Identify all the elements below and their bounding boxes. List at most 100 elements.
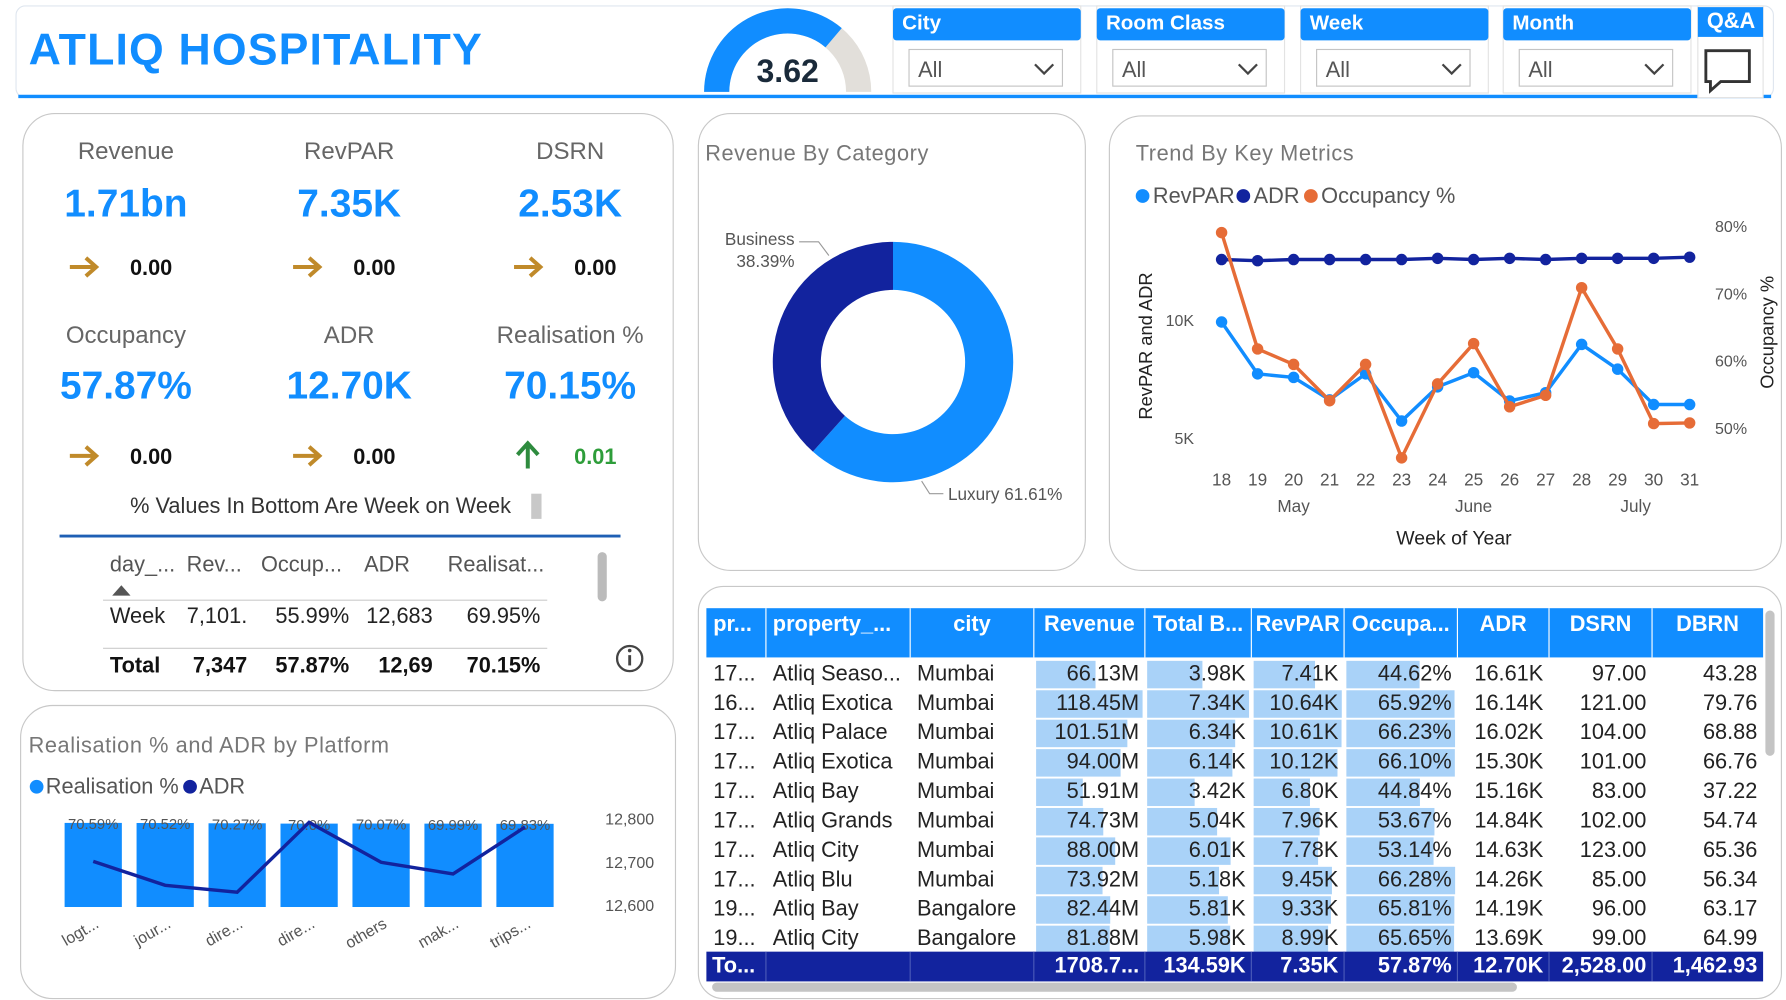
table-cell: Mumbai [917,749,994,774]
series-point [1323,394,1336,407]
filter-value: All [1528,57,1552,82]
table-cell: 43.28 [1703,660,1757,685]
donut-panel [697,113,1086,571]
x-tick-label: 26 [1500,470,1519,490]
x-tick-label: 20 [1284,470,1303,490]
series-point [1215,316,1228,328]
bar-label: 70.27% [212,818,262,834]
data-bar [1147,837,1231,865]
y-tick-label: 10K [1166,312,1195,330]
legend-marker [29,779,44,794]
donut-category: Business [725,229,795,249]
series-point [1467,366,1480,379]
filter-header [893,8,1081,41]
total-cell: 57.87% [1378,952,1452,977]
table-cell: 65.65% [1378,925,1452,950]
x-tick-label: 29 [1608,470,1627,490]
kpi-label: ADR [324,322,375,349]
mini-header: Occup... [261,552,342,577]
arrow-right [293,445,323,467]
leader-line [799,241,830,256]
table-cell: Mumbai [917,866,994,891]
series-point [1503,252,1516,265]
kpi-change: 0.00 [130,255,172,280]
table-cell: 10.61K [1269,719,1338,744]
mini-header: ADR [364,552,410,577]
table-cell: 37.22 [1703,778,1757,803]
table-cell: 6.14K [1189,749,1246,774]
table-cell: 66.23% [1378,719,1452,744]
data-bar [1036,749,1121,777]
series-point [1287,253,1300,266]
legend-label: Realisation % [46,774,179,799]
h-scrollbar [712,982,1517,992]
kpi-panel [22,113,674,692]
data-bar [1346,807,1435,836]
kpi-value: 7.35K [297,183,401,226]
mini-total: 70.15% [467,652,541,677]
data-bar [1147,749,1233,777]
table-cell: 5.18K [1189,866,1246,891]
x-axis-title: Week of Year [1396,528,1512,550]
column-header: Total B... [1153,611,1243,636]
bar [424,823,482,908]
series-point [1431,252,1444,265]
data-bar [1036,778,1083,807]
table-cell: 10.12K [1269,749,1338,774]
x-tick-label: 31 [1680,470,1699,490]
data-bar [1147,778,1195,807]
table-cell: Atliq Bay [773,896,859,921]
series-point [1683,398,1696,411]
table-cell: 66.28% [1378,866,1452,891]
table-cell: 10.64K [1269,690,1338,715]
column-header: Occupa... [1352,611,1450,636]
column-header: Revenue [1044,611,1135,636]
table-cell: 121.00 [1580,690,1647,715]
legend-marker [183,779,197,794]
chart-title: Trend By Key Metrics [1136,141,1355,166]
data-bar [1147,719,1236,748]
filter-label: Room Class [1106,12,1225,35]
data-bar [1346,660,1420,689]
table-cell: 17... [713,660,755,685]
data-bar [1147,807,1218,836]
data-bar [1346,690,1455,718]
app-title: ATLIQ HOSPITALITY [29,26,483,75]
data-bar [1346,896,1455,924]
column-header: DBRN [1676,611,1739,636]
table-cell: 82.44M [1067,896,1140,921]
data-bar [1346,925,1455,954]
month-label: June [1455,496,1492,516]
kpi-change: 0.01 [574,444,616,469]
x-tick-label: 18 [1212,470,1231,490]
table-cell: 53.67% [1378,807,1452,832]
table-cell: 5.81K [1189,896,1246,921]
data-bar [1346,778,1420,807]
v-scrollbar [1765,610,1775,756]
table-cell: 53.14% [1378,837,1452,862]
data-bar [1147,690,1250,718]
mini-header: day_... [110,552,175,577]
table-cell: 7.34K [1189,690,1246,715]
chevron [1644,63,1665,76]
x-tick-label: 30 [1644,470,1663,490]
filter-label: City [902,12,941,35]
bar-label: 69.83% [500,818,550,834]
donut-label: Luxury 61.61% [948,483,1062,503]
table-cell: 5.04K [1189,807,1246,832]
table-cell: 73.92M [1067,866,1140,891]
kpi-label: RevPAR [304,138,394,165]
legend-label: ADR [1254,183,1300,208]
kpi-value: 70.15% [504,365,636,408]
arrow-right [514,256,544,278]
table-cell: 44.62% [1378,660,1452,685]
filter-value: All [1122,57,1146,82]
kpi-note: % Values In Bottom Are Week on Week [130,493,511,518]
series-point [1359,358,1372,371]
chevron [1237,63,1258,76]
filter-header [1300,8,1489,41]
table-cell: Bangalore [917,925,1016,950]
table-cell: 7.78K [1282,837,1339,862]
table-cell: 17... [713,749,755,774]
